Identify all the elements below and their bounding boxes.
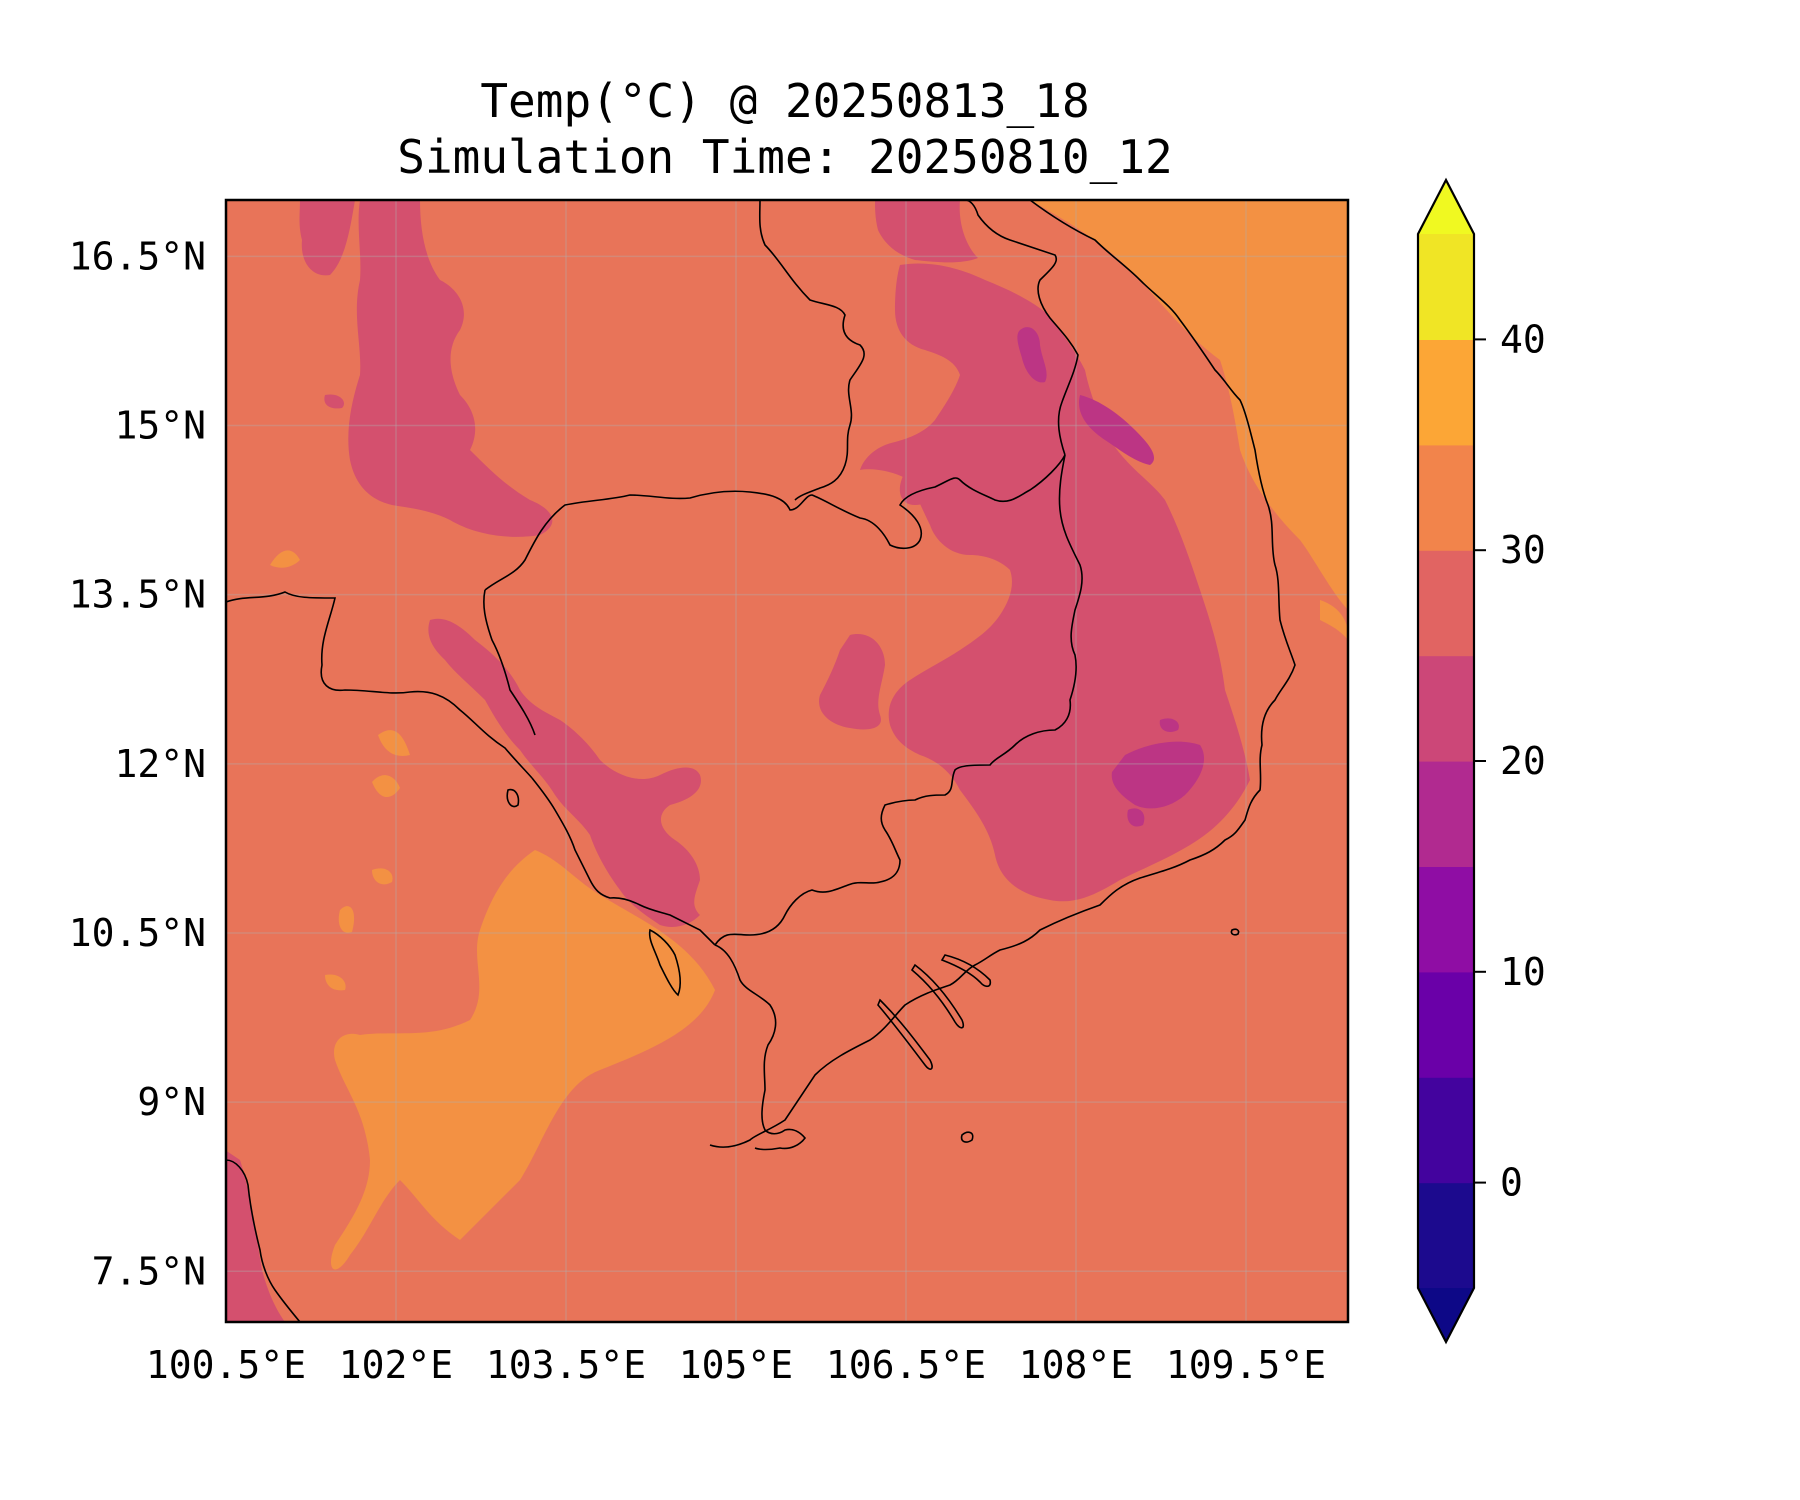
y-tick-label: 16.5°N [69,234,206,278]
cooler-region-4 [1159,718,1179,732]
latitude-tick-labels: 16.5°N 15°N 13.5°N 12°N 10.5°N 9°N 7.5°N [69,234,206,1293]
cool-region-far-northwest [299,200,355,276]
coastline-cambodia [531,777,716,946]
island-koh-kong [506,788,520,808]
cooler-region-2 [1079,395,1155,465]
y-tick-label: 15°N [114,404,206,448]
border-laos-vietnam [964,200,1079,456]
longitude-tick-labels: 100.5°E 102°E 103.5°E 105°E 106.5°E 108°E 109.… [146,1343,1326,1387]
colorbar-segment [1418,761,1474,867]
colorbar-tick-label: 30 [1500,528,1546,572]
island-phu-quoc [648,928,681,997]
colorbar: 0 10 20 30 40 [1416,177,1546,1345]
temperature-field [226,200,1348,1322]
warm-region-small-2 [372,775,400,798]
warm-region-coast-northeast [1030,200,1348,610]
border-cambodia-north [484,454,1066,591]
x-tick-label: 106.5°E [826,1343,986,1387]
warm-region-small-3 [378,730,410,756]
colorbar-extend-max [1418,180,1474,234]
x-tick-label: 109.5°E [1166,1343,1326,1387]
x-tick-label: 108°E [1019,1343,1133,1387]
x-tick-label: 102°E [339,1343,453,1387]
cooler-temperature-regions [1017,327,1205,827]
y-tick-label: 12°N [114,742,206,786]
cooler-region-3 [1111,741,1205,809]
colorbar-segment [1418,971,1474,1078]
cool-temperature-regions [226,200,1250,1322]
coastline-vietnam [709,200,1296,1148]
mekong-mouth-3 [940,954,992,988]
y-tick-label: 13.5°N [69,573,206,617]
border-laos-thailand-mekong [758,200,865,501]
y-tick-label: 7.5°N [92,1249,206,1293]
warm-region-small-6 [325,974,346,991]
warm-region-small-4 [372,868,393,885]
warm-region-coast-east [1320,600,1348,640]
border-cambodia-vietnam-south [714,454,1083,946]
colorbar-segment [1418,866,1474,973]
coastline-thailand-gulf [226,1159,301,1322]
colorbar-segment [1418,1077,1474,1184]
colorbar-tick-label: 20 [1500,739,1546,783]
y-tick-label: 9°N [137,1080,206,1124]
colorbar-segment [1418,550,1474,657]
colorbar-segment [1418,234,1474,340]
coastline-mekong-delta [714,944,807,1151]
map-gridlines [226,200,1348,1322]
cool-region-spot-1 [324,394,345,409]
x-tick-label: 105°E [679,1343,793,1387]
cooler-region-1 [1017,327,1047,383]
border-cambodia-vietnam [483,589,536,736]
x-tick-label: 100.5°E [146,1343,306,1387]
warm-temperature-regions [270,200,1348,1270]
island-con-dao [960,1131,974,1143]
warm-region-small-5 [338,906,355,933]
y-tick-label: 10.5°N [69,911,206,955]
colorbar-extend-min [1418,1288,1474,1342]
warm-region-gulf [330,850,715,1270]
island-small-east [1230,928,1240,936]
x-tick-label: 103.5°E [486,1343,646,1387]
cool-region-north-strip [875,200,978,263]
warm-region-small-1 [270,550,300,568]
colorbar-tick-label: 10 [1500,950,1546,994]
map-subtitle: Simulation Time: 20250810_12 [397,130,1173,184]
map-frame [224,198,1350,1324]
colorbar-segment [1418,444,1474,551]
colorbar-segment [1418,1182,1474,1289]
cooler-region-5 [1127,808,1145,827]
cool-region-lao-central [860,263,1250,902]
map-title: Temp(°C) @ 20250813_18 [480,74,1090,128]
cool-region-cambodia-center [819,634,885,730]
colorbar-tick-label: 0 [1500,1161,1523,1205]
cool-region-cambodia-west [428,618,701,927]
colorbar-tick-label: 40 [1500,317,1546,361]
colorbar-outline [1416,177,1476,1345]
colorbar-segment [1418,655,1474,762]
cool-region-northwest [348,200,553,537]
colorbar-segment [1418,339,1474,446]
mekong-mouth-1 [877,998,933,1070]
coastlines-and-borders [226,200,1296,1322]
cool-region-spot-2 [226,1150,285,1322]
border-thailand-cambodia-laos [226,591,533,779]
mekong-mouth-2 [910,963,965,1029]
